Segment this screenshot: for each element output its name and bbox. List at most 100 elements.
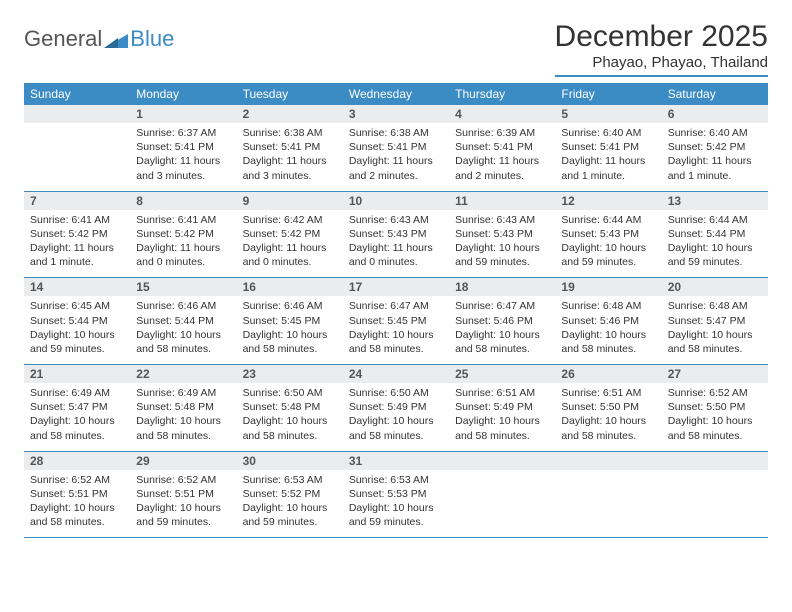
daylight-text: Daylight: 11 hours and 1 minute. (30, 241, 124, 269)
day-body: Sunrise: 6:46 AMSunset: 5:45 PMDaylight:… (237, 296, 343, 364)
sunset-text: Sunset: 5:42 PM (243, 227, 337, 241)
calendar-cell: 30Sunrise: 6:53 AMSunset: 5:52 PMDayligh… (237, 451, 343, 538)
sunrise-text: Sunrise: 6:45 AM (30, 299, 124, 313)
calendar-cell: 19Sunrise: 6:48 AMSunset: 5:46 PMDayligh… (555, 278, 661, 365)
sunrise-text: Sunrise: 6:47 AM (455, 299, 549, 313)
day-number: 28 (24, 452, 130, 470)
daylight-text: Daylight: 10 hours and 58 minutes. (561, 328, 655, 356)
weekday-header: Tuesday (237, 83, 343, 105)
day-body: Sunrise: 6:39 AMSunset: 5:41 PMDaylight:… (449, 123, 555, 191)
calendar-cell: 26Sunrise: 6:51 AMSunset: 5:50 PMDayligh… (555, 365, 661, 452)
calendar-cell: 20Sunrise: 6:48 AMSunset: 5:47 PMDayligh… (662, 278, 768, 365)
calendar-cell: 8Sunrise: 6:41 AMSunset: 5:42 PMDaylight… (130, 191, 236, 278)
day-number: 25 (449, 365, 555, 383)
day-body: Sunrise: 6:41 AMSunset: 5:42 PMDaylight:… (130, 210, 236, 278)
calendar-cell (555, 451, 661, 538)
weekday-header: Saturday (662, 83, 768, 105)
sunset-text: Sunset: 5:47 PM (30, 400, 124, 414)
day-body: Sunrise: 6:43 AMSunset: 5:43 PMDaylight:… (449, 210, 555, 278)
daylight-text: Daylight: 10 hours and 58 minutes. (243, 414, 337, 442)
day-number: 8 (130, 192, 236, 210)
calendar-cell: 6Sunrise: 6:40 AMSunset: 5:42 PMDaylight… (662, 105, 768, 191)
calendar-cell: 11Sunrise: 6:43 AMSunset: 5:43 PMDayligh… (449, 191, 555, 278)
weekday-header: Sunday (24, 83, 130, 105)
daylight-text: Daylight: 11 hours and 2 minutes. (455, 154, 549, 182)
sunrise-text: Sunrise: 6:40 AM (561, 126, 655, 140)
sunset-text: Sunset: 5:45 PM (349, 314, 443, 328)
sunrise-text: Sunrise: 6:42 AM (243, 213, 337, 227)
calendar-cell: 16Sunrise: 6:46 AMSunset: 5:45 PMDayligh… (237, 278, 343, 365)
daylight-text: Daylight: 10 hours and 58 minutes. (455, 328, 549, 356)
day-number: 19 (555, 278, 661, 296)
calendar-cell: 12Sunrise: 6:44 AMSunset: 5:43 PMDayligh… (555, 191, 661, 278)
day-number: 14 (24, 278, 130, 296)
daylight-text: Daylight: 10 hours and 58 minutes. (349, 414, 443, 442)
day-number: 15 (130, 278, 236, 296)
calendar-cell: 24Sunrise: 6:50 AMSunset: 5:49 PMDayligh… (343, 365, 449, 452)
day-body: Sunrise: 6:50 AMSunset: 5:48 PMDaylight:… (237, 383, 343, 451)
sunset-text: Sunset: 5:50 PM (668, 400, 762, 414)
sunrise-text: Sunrise: 6:50 AM (349, 386, 443, 400)
weekday-header: Thursday (449, 83, 555, 105)
location: Phayao, Phayao, Thailand (555, 54, 768, 77)
sunrise-text: Sunrise: 6:53 AM (243, 473, 337, 487)
sunset-text: Sunset: 5:48 PM (136, 400, 230, 414)
calendar-cell: 22Sunrise: 6:49 AMSunset: 5:48 PMDayligh… (130, 365, 236, 452)
calendar-cell: 17Sunrise: 6:47 AMSunset: 5:45 PMDayligh… (343, 278, 449, 365)
day-body: Sunrise: 6:43 AMSunset: 5:43 PMDaylight:… (343, 210, 449, 278)
calendar-cell: 18Sunrise: 6:47 AMSunset: 5:46 PMDayligh… (449, 278, 555, 365)
weekday-header: Wednesday (343, 83, 449, 105)
logo-text-a: General (24, 26, 102, 52)
day-body-empty (449, 470, 555, 528)
sunset-text: Sunset: 5:44 PM (136, 314, 230, 328)
sunset-text: Sunset: 5:41 PM (136, 140, 230, 154)
sunrise-text: Sunrise: 6:50 AM (243, 386, 337, 400)
sunrise-text: Sunrise: 6:44 AM (668, 213, 762, 227)
calendar-cell: 31Sunrise: 6:53 AMSunset: 5:53 PMDayligh… (343, 451, 449, 538)
daylight-text: Daylight: 10 hours and 59 minutes. (30, 328, 124, 356)
sunrise-text: Sunrise: 6:52 AM (668, 386, 762, 400)
day-number-empty (662, 452, 768, 470)
day-number: 23 (237, 365, 343, 383)
daylight-text: Daylight: 10 hours and 59 minutes. (668, 241, 762, 269)
day-body: Sunrise: 6:37 AMSunset: 5:41 PMDaylight:… (130, 123, 236, 191)
day-body: Sunrise: 6:49 AMSunset: 5:47 PMDaylight:… (24, 383, 130, 451)
sunrise-text: Sunrise: 6:38 AM (349, 126, 443, 140)
day-number-empty (24, 105, 130, 123)
sunset-text: Sunset: 5:43 PM (561, 227, 655, 241)
day-number: 16 (237, 278, 343, 296)
sunset-text: Sunset: 5:42 PM (136, 227, 230, 241)
sunset-text: Sunset: 5:47 PM (668, 314, 762, 328)
daylight-text: Daylight: 10 hours and 58 minutes. (668, 328, 762, 356)
daylight-text: Daylight: 10 hours and 58 minutes. (349, 328, 443, 356)
day-number: 1 (130, 105, 236, 123)
day-number: 5 (555, 105, 661, 123)
day-number: 2 (237, 105, 343, 123)
day-number: 21 (24, 365, 130, 383)
daylight-text: Daylight: 11 hours and 0 minutes. (243, 241, 337, 269)
day-number: 30 (237, 452, 343, 470)
day-body-empty (555, 470, 661, 528)
day-body: Sunrise: 6:47 AMSunset: 5:45 PMDaylight:… (343, 296, 449, 364)
day-body: Sunrise: 6:48 AMSunset: 5:46 PMDaylight:… (555, 296, 661, 364)
calendar-cell: 21Sunrise: 6:49 AMSunset: 5:47 PMDayligh… (24, 365, 130, 452)
day-number: 17 (343, 278, 449, 296)
calendar-cell: 3Sunrise: 6:38 AMSunset: 5:41 PMDaylight… (343, 105, 449, 191)
sunset-text: Sunset: 5:42 PM (30, 227, 124, 241)
logo-text-b: Blue (130, 26, 174, 52)
daylight-text: Daylight: 10 hours and 58 minutes. (668, 414, 762, 442)
sunset-text: Sunset: 5:46 PM (561, 314, 655, 328)
day-body: Sunrise: 6:49 AMSunset: 5:48 PMDaylight:… (130, 383, 236, 451)
day-body: Sunrise: 6:46 AMSunset: 5:44 PMDaylight:… (130, 296, 236, 364)
daylight-text: Daylight: 10 hours and 59 minutes. (455, 241, 549, 269)
calendar-week-row: 1Sunrise: 6:37 AMSunset: 5:41 PMDaylight… (24, 105, 768, 191)
day-body-empty (662, 470, 768, 528)
calendar-cell: 4Sunrise: 6:39 AMSunset: 5:41 PMDaylight… (449, 105, 555, 191)
sunrise-text: Sunrise: 6:44 AM (561, 213, 655, 227)
sunrise-text: Sunrise: 6:39 AM (455, 126, 549, 140)
sunset-text: Sunset: 5:42 PM (668, 140, 762, 154)
day-body: Sunrise: 6:53 AMSunset: 5:52 PMDaylight:… (237, 470, 343, 538)
day-body: Sunrise: 6:53 AMSunset: 5:53 PMDaylight:… (343, 470, 449, 538)
sunrise-text: Sunrise: 6:40 AM (668, 126, 762, 140)
day-body: Sunrise: 6:38 AMSunset: 5:41 PMDaylight:… (343, 123, 449, 191)
